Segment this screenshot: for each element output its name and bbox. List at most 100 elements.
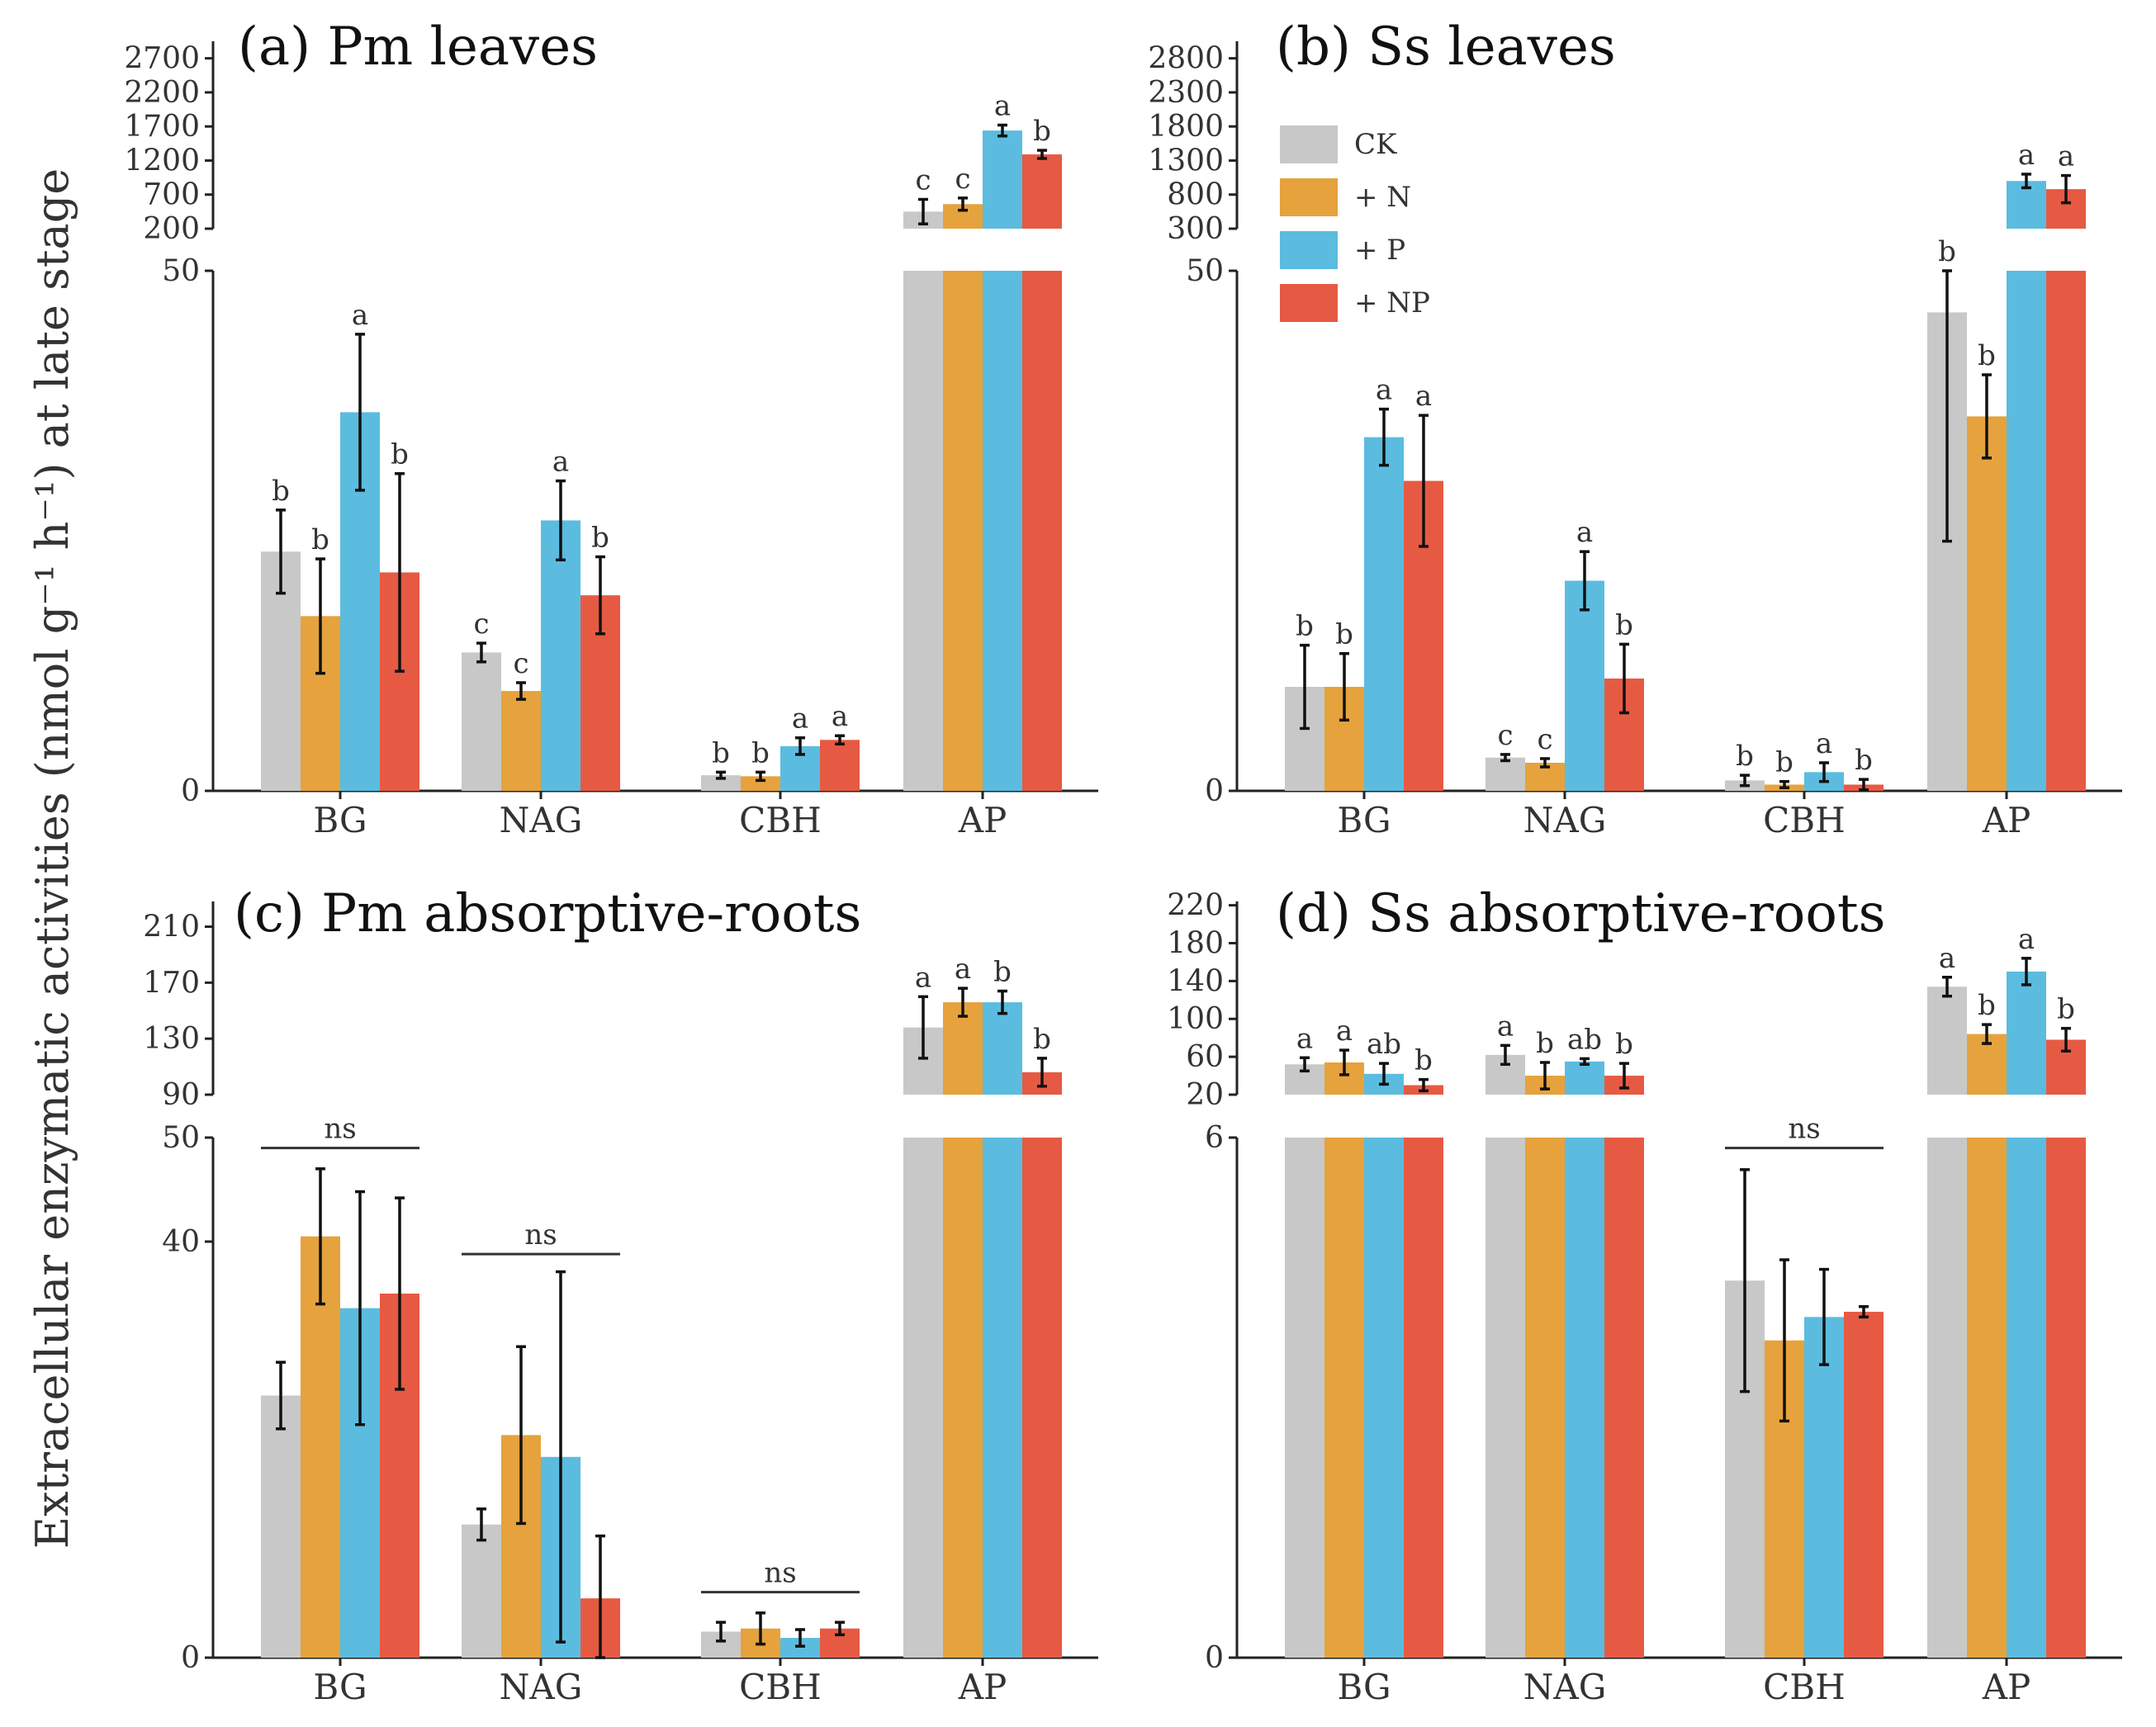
bar (1804, 1317, 1844, 1658)
bar (1565, 580, 1604, 791)
bar (261, 1395, 301, 1658)
y-tick-label: 2800 (1148, 42, 1224, 76)
bar (820, 740, 860, 791)
bar (462, 652, 501, 791)
y-tick-label: 2300 (1148, 76, 1224, 110)
legend-label: + P (1354, 234, 1405, 267)
legend-swatch (1280, 125, 1338, 163)
y-tick-label: 6 (1205, 1121, 1224, 1155)
significance-letter: b (1855, 744, 1873, 777)
significance-letter: ab (1367, 1028, 1401, 1061)
legend: CK + N + P + NP (1280, 125, 1430, 322)
significance-letter: b (712, 736, 730, 769)
y-tick-label: 140 (1167, 964, 1224, 998)
significance-letter: b (391, 438, 409, 471)
bar (903, 1138, 943, 1658)
y-tick-label: 700 (143, 178, 200, 212)
bar (2046, 1138, 2086, 1658)
y-tick-label: 2200 (124, 76, 200, 110)
y-tick-label: 0 (181, 1641, 200, 1675)
significance-letter: b (1736, 740, 1754, 773)
significance-letter: b (1615, 1028, 1633, 1061)
y-tick-label: 1300 (1148, 144, 1224, 177)
significance-letter: a (955, 953, 971, 986)
bar (1486, 1138, 1525, 1658)
significance-letter: b (2057, 993, 2075, 1026)
significance-letter: a (792, 703, 808, 736)
significance-letter: b (1033, 1023, 1051, 1056)
significance-letter: a (1415, 380, 1432, 413)
y-tick-label: 130 (143, 1022, 200, 1056)
y-tick-label: 0 (1205, 774, 1224, 808)
significance-letter: a (1376, 374, 1392, 407)
bar (1364, 1138, 1404, 1658)
significance-letter: b (751, 736, 770, 769)
significance-letter: a (352, 299, 368, 332)
x-tick-label: NAG (500, 800, 583, 840)
ns-label: ns (324, 1113, 356, 1146)
bar (1486, 758, 1525, 791)
ns-label: ns (524, 1218, 557, 1251)
significance-letter: b (1536, 1027, 1554, 1060)
y-tick-label: 40 (162, 1225, 200, 1259)
bar (903, 271, 943, 791)
y-axis-label: Extracellular enzymatic activities (nmol… (26, 168, 78, 1550)
y-tick-label: 220 (1167, 889, 1224, 923)
bar (1525, 1138, 1565, 1658)
significance-letter: b (311, 523, 329, 556)
x-tick-label: NAG (500, 1667, 583, 1707)
significance-letter: b (1414, 1044, 1433, 1077)
significance-letter: a (994, 90, 1011, 123)
legend-swatch (1280, 231, 1338, 269)
panel-d: (d) Ss absorptive-roots06206010014018022… (1167, 883, 2122, 1707)
legend-label: CK (1354, 128, 1397, 161)
y-tick-label: 50 (1186, 254, 1224, 288)
y-tick-label: 0 (1205, 1641, 1224, 1675)
bar (1927, 1138, 1967, 1658)
ns-label: ns (1788, 1113, 1820, 1146)
y-tick-label: 20 (1186, 1078, 1224, 1112)
significance-letter: c (513, 647, 528, 680)
significance-letter: b (1775, 746, 1794, 779)
legend-label: + N (1354, 181, 1411, 214)
bar (1022, 271, 1062, 791)
bar (1364, 438, 1404, 791)
significance-letter: b (272, 475, 290, 508)
bar (1565, 1138, 1604, 1658)
x-tick-label: AP (1982, 800, 2031, 840)
significance-letter: c (1497, 719, 1513, 752)
x-tick-label: BG (313, 1667, 367, 1707)
legend-swatch (1280, 284, 1338, 322)
y-tick-label: 180 (1167, 926, 1224, 960)
y-tick-label: 1200 (124, 144, 200, 177)
y-tick-label: 50 (162, 1121, 200, 1155)
significance-letter: a (2018, 139, 2035, 172)
bar (1404, 1138, 1443, 1658)
x-tick-label: NAG (1523, 800, 1607, 840)
x-tick-label: NAG (1523, 1667, 1607, 1707)
panel-title: (d) Ss absorptive-roots (1276, 883, 1885, 944)
significance-letter: b (1978, 989, 1996, 1022)
x-tick-label: CBH (739, 1667, 822, 1707)
significance-letter: b (1033, 115, 1051, 148)
bar (2007, 1138, 2046, 1658)
y-tick-label: 200 (143, 212, 200, 246)
bar (2007, 972, 2046, 1095)
panel-title: (b) Ss leaves (1276, 17, 1616, 78)
bar (501, 691, 541, 791)
bar (1967, 1138, 2007, 1658)
y-tick-label: 800 (1167, 178, 1224, 212)
bar (983, 1002, 1022, 1095)
significance-letter: c (473, 608, 489, 641)
bar (943, 1138, 983, 1658)
ns-label: ns (764, 1557, 796, 1590)
significance-letter: b (1615, 608, 1633, 641)
y-tick-label: 170 (143, 966, 200, 1000)
x-tick-label: BG (1337, 800, 1391, 840)
significance-letter: a (1816, 727, 1832, 760)
bar (1565, 1062, 1604, 1095)
y-tick-label: 1800 (1148, 110, 1224, 144)
panel-c: (c) Pm absorptive-roots0405090130170210B… (143, 883, 1098, 1707)
significance-letter: c (1537, 723, 1552, 756)
